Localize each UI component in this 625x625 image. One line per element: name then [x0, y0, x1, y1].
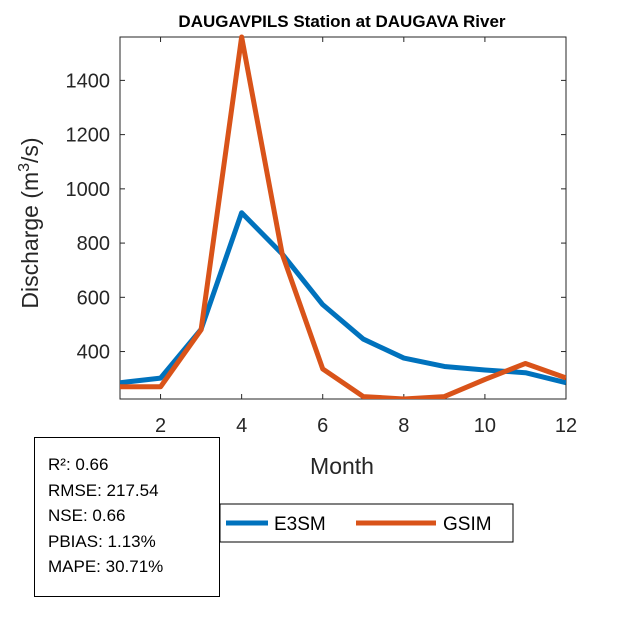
x-tick-label: 6 [317, 415, 328, 437]
x-tick-label: 12 [555, 415, 577, 437]
legend: E3SM GSIM [219, 503, 514, 543]
y-tick-label: 1200 [66, 125, 111, 147]
y-tick-label: 1000 [66, 179, 111, 201]
stats-box: R²: 0.66 RMSE: 217.54 NSE: 0.66 PBIAS: 1… [34, 437, 220, 597]
x-tick-label: 4 [236, 415, 247, 437]
x-tick-label: 10 [474, 415, 496, 437]
y-tick-label: 600 [77, 287, 110, 309]
y-tick-label: 1400 [66, 70, 111, 92]
stat-r2: R²: 0.66 [48, 455, 109, 474]
y-tick-label: 400 [77, 342, 110, 364]
series-lines [120, 34, 566, 399]
x-tick-label: 8 [398, 415, 409, 437]
chart-title: DAUGAVPILS Station at DAUGAVA River [178, 12, 506, 31]
axis-ticks: 2 4 6 8 10 12 400 600 800 1000 1200 1400 [66, 37, 577, 437]
stat-mape: MAPE: 30.71% [48, 557, 164, 576]
legend-label-gsim: GSIM [443, 514, 492, 535]
stat-rmse: RMSE: 217.54 [48, 480, 159, 500]
y-tick-label: 800 [77, 233, 110, 255]
x-tick-label: 2 [155, 415, 166, 437]
stat-pbias: PBIAS: 1.13% [48, 531, 156, 551]
stat-nse: NSE: 0.66 [48, 506, 126, 525]
series-line-gsim [120, 34, 566, 399]
y-axis-label: Discharge (m3/s) [16, 137, 43, 308]
legend-label-e3sm: E3SM [274, 514, 326, 535]
x-axis-label: Month [310, 453, 374, 479]
